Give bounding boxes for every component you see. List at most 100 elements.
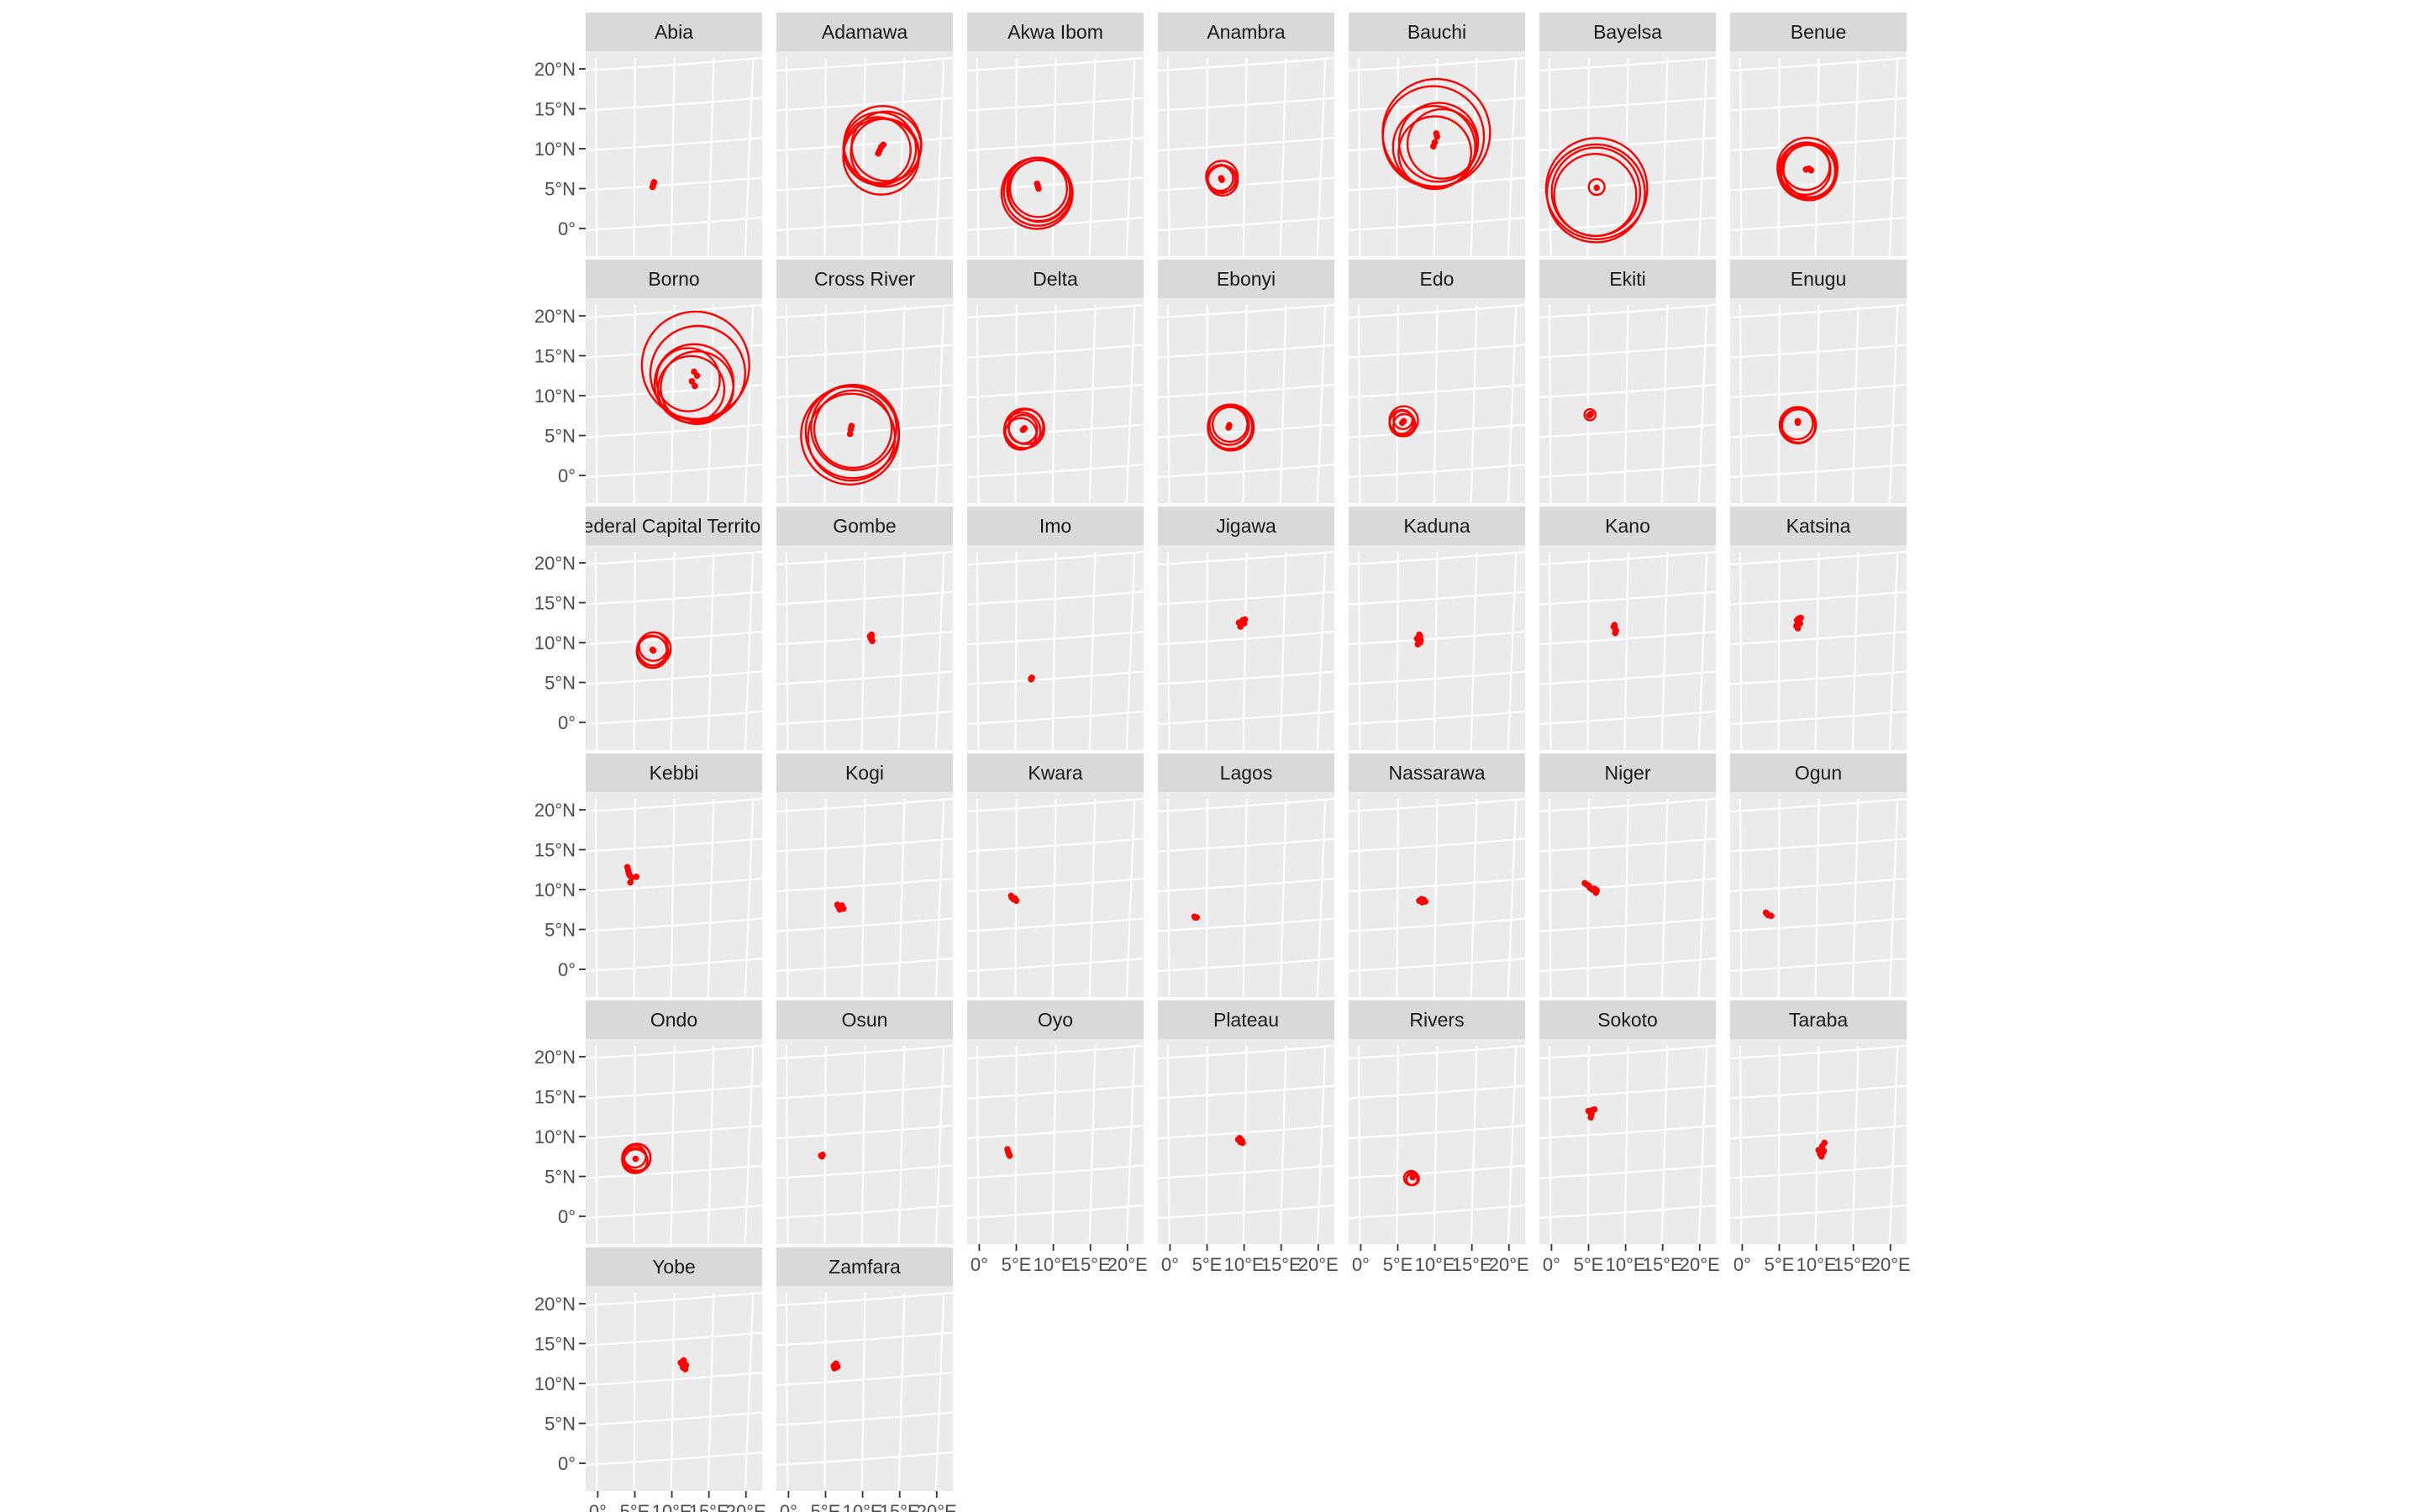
latitude-gridline: [1349, 463, 1525, 479]
panel-plot-area: [586, 550, 762, 750]
data-point: [1004, 1146, 1011, 1152]
panel-plot-area: [776, 1291, 953, 1491]
longitude-gridline: [1888, 1045, 1899, 1244]
longitude-gridline: [1660, 1045, 1669, 1244]
latitude-gridline: [1349, 957, 1525, 973]
panel-plot-area: [776, 1044, 953, 1244]
x-tick-label: 15°E: [1833, 1254, 1874, 1275]
facet-label: Akwa Ibom: [1007, 21, 1103, 43]
latitude-gridline: [1730, 710, 1907, 726]
latitude-gridline: [586, 176, 762, 192]
longitude-gridline: [1507, 551, 1518, 750]
longitude-gridline: [1814, 304, 1820, 503]
data-circle: [1587, 178, 1606, 197]
latitude-gridline: [1730, 463, 1907, 479]
latitude-gridline: [776, 216, 953, 232]
data-point: [1593, 887, 1600, 894]
data-point: [1430, 143, 1437, 150]
longitude-gridline: [1316, 798, 1327, 997]
longitude-gridline: [1166, 798, 1171, 997]
latitude-gridline: [1730, 1204, 1907, 1220]
latitude-gridline: [586, 1371, 762, 1387]
latitude-gridline: [1349, 1164, 1525, 1179]
data-point: [847, 426, 855, 433]
latitude-gridline: [1158, 136, 1334, 152]
latitude-gridline: [967, 463, 1144, 479]
facet-label: Abia: [655, 21, 693, 43]
longitude-gridline: [744, 304, 755, 503]
facet-label: Adamawa: [822, 21, 908, 43]
longitude-gridline: [976, 304, 980, 503]
longitude-gridline: [1433, 57, 1439, 256]
facet-label: Sokoto: [1597, 1009, 1658, 1031]
facet-strip: [1158, 260, 1334, 298]
longitude-gridline: [707, 304, 715, 503]
x-tick-label: 0°: [1543, 1254, 1560, 1275]
facet-strip: [776, 1000, 953, 1039]
data-circle: [1782, 142, 1839, 198]
facet-panel: Rivers: [1349, 1000, 1525, 1244]
longitude-gridline: [1586, 1045, 1590, 1244]
facet-panel: Ekiti: [1539, 260, 1716, 503]
facet-strip: [1539, 260, 1716, 298]
data-point: [1797, 614, 1804, 622]
longitude-gridline: [1777, 551, 1781, 750]
latitude-gridline: [1730, 176, 1907, 192]
latitude-gridline: [1158, 630, 1334, 646]
x-tick-label: 0°: [780, 1501, 797, 1512]
longitude-gridline: [1396, 1045, 1399, 1244]
y-tick-label: 5°N: [544, 1414, 576, 1435]
x-tick-label: 20°E: [1680, 1254, 1720, 1275]
facet-strip: [1730, 507, 1907, 545]
longitude-gridline: [633, 798, 636, 997]
data-circle: [1397, 102, 1480, 183]
longitude-gridline: [860, 551, 866, 750]
facet-strip: [1539, 1000, 1716, 1039]
longitude-gridline: [670, 551, 676, 750]
longitude-gridline: [1470, 551, 1478, 750]
x-tick-label: 5°E: [620, 1501, 650, 1512]
y-tick-label: 20°N: [534, 553, 576, 574]
facet-label: Cross River: [814, 268, 915, 290]
latitude-gridline: [776, 957, 953, 973]
longitude-gridline: [934, 798, 945, 997]
panel-plot-area: [967, 797, 1144, 997]
facet-strip: [1539, 13, 1716, 51]
x-tick-label: 15°E: [1261, 1254, 1302, 1275]
latitude-gridline: [1349, 423, 1525, 438]
longitude-gridline: [1814, 551, 1820, 750]
latitude-gridline: [586, 1451, 762, 1467]
y-tick-label: 10°N: [534, 139, 576, 160]
longitude-gridline: [897, 798, 906, 997]
latitude-gridline: [586, 1204, 762, 1220]
latitude-gridline: [967, 1204, 1144, 1220]
longitude-gridline: [1357, 551, 1361, 750]
panel-plot-area: [1730, 797, 1907, 997]
latitude-gridline: [1158, 463, 1334, 479]
latitude-gridline: [776, 1124, 953, 1140]
latitude-gridline: [776, 917, 953, 932]
facet-panel: Akwa Ibom: [967, 13, 1144, 256]
data-point: [1612, 629, 1619, 637]
y-tick-label: 15°N: [534, 1087, 576, 1108]
x-tick-label: 10°E: [1797, 1254, 1837, 1275]
longitude-gridline: [633, 1292, 636, 1491]
longitude-gridline: [670, 304, 676, 503]
latitude-gridline: [1158, 1204, 1334, 1220]
longitude-gridline: [1357, 1045, 1361, 1244]
longitude-gridline: [1279, 551, 1287, 750]
longitude-gridline: [976, 1045, 980, 1244]
latitude-gridline: [776, 630, 953, 646]
longitude-gridline: [785, 551, 789, 750]
latitude-gridline: [776, 1204, 953, 1220]
facet-panels: Abia Adamawa Akwa Ibom Anambra Bauchi Bayelsa…: [586, 13, 1907, 1491]
y-tick-label: 5°N: [544, 179, 576, 200]
panel-plot-area: [967, 1044, 1144, 1244]
y-tick-label: 5°N: [544, 426, 576, 447]
longitude-gridline: [1660, 304, 1669, 503]
longitude-gridline: [1088, 1045, 1097, 1244]
longitude-gridline: [1851, 57, 1860, 256]
y-tick-label: 10°N: [534, 1373, 576, 1394]
data-point: [868, 633, 875, 641]
data-circle: [660, 350, 735, 425]
